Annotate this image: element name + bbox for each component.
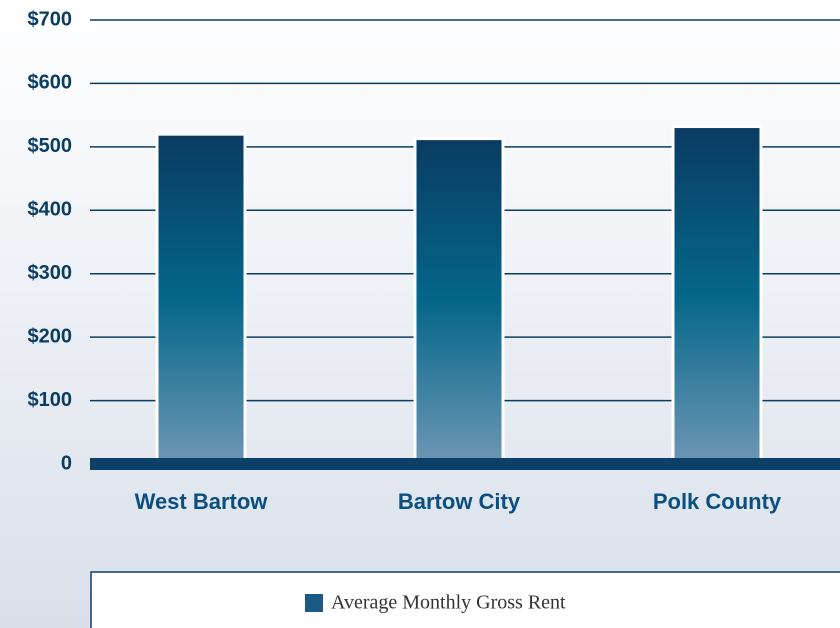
bar bbox=[155, 132, 247, 466]
y-tick-label: $400 bbox=[28, 199, 73, 221]
y-tick-label: $300 bbox=[28, 262, 73, 284]
bar bbox=[671, 125, 763, 466]
x-tick-label: West Bartow bbox=[135, 489, 269, 514]
legend-swatch bbox=[305, 594, 323, 612]
y-tick-label: $600 bbox=[28, 72, 73, 94]
x-tick-label: Bartow City bbox=[398, 489, 521, 514]
x-axis-line bbox=[90, 458, 840, 470]
bar bbox=[413, 137, 505, 466]
legend-box bbox=[90, 571, 840, 628]
legend-label: Average Monthly Gross Rent bbox=[331, 592, 566, 614]
x-tick-label: Polk County bbox=[653, 489, 782, 514]
y-tick-label: 0 bbox=[61, 452, 72, 474]
y-tick-label: $200 bbox=[28, 325, 73, 347]
y-tick-label: $700 bbox=[28, 8, 73, 30]
y-tick-label: $100 bbox=[28, 389, 73, 411]
y-tick-label: $500 bbox=[28, 135, 73, 157]
